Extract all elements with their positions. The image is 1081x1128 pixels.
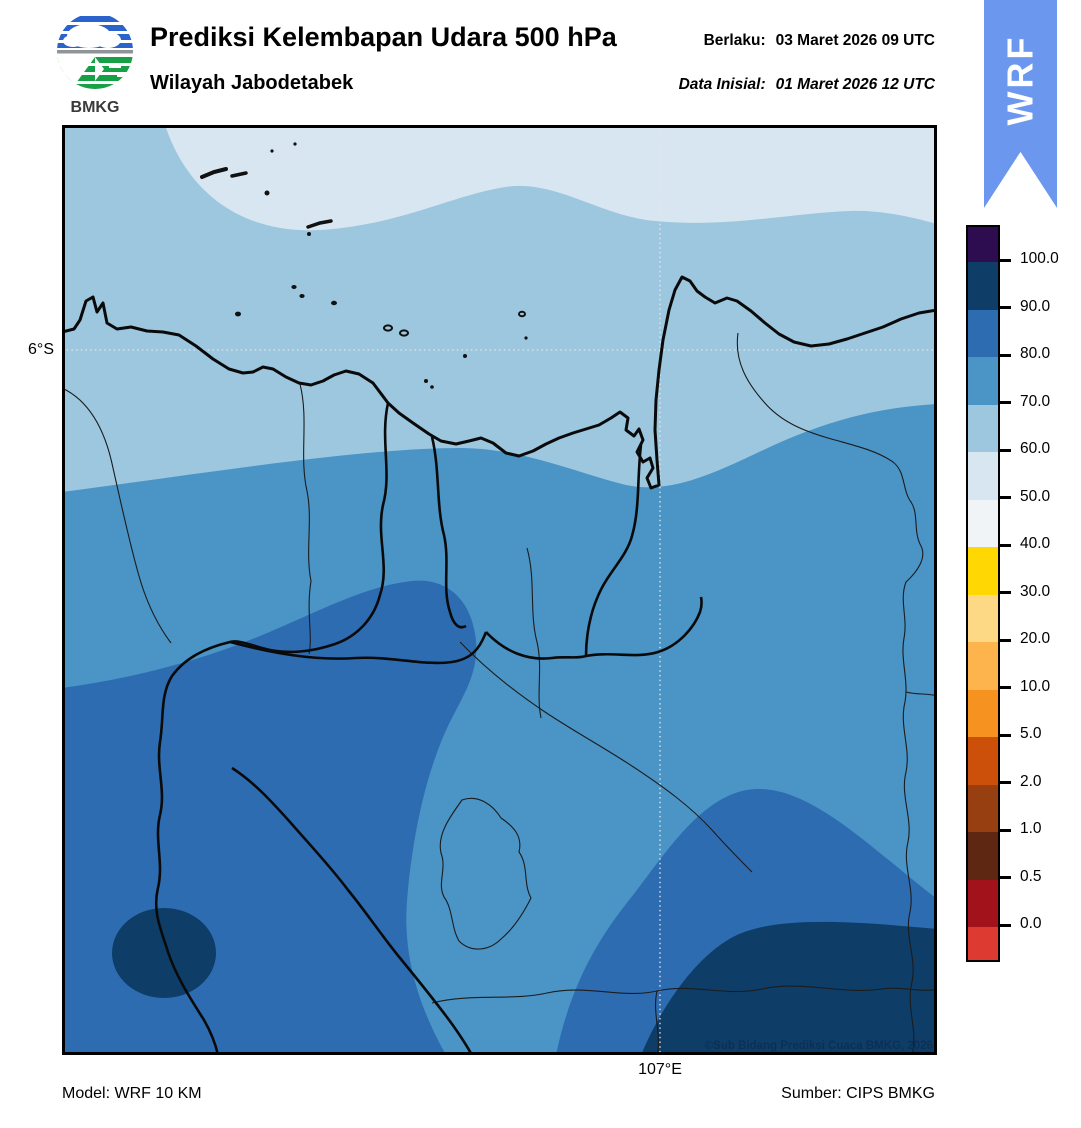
colorbar-ticks: 100.0 90.0 80.0 70.0 60.0 50.0 40.0 30.0 20.0 10.… [1000, 225, 1080, 958]
coastline-path [62, 275, 937, 490]
colorbar-tick-label: 1.0 [1020, 820, 1042, 837]
wrf-ribbon: WRF [984, 0, 1057, 208]
colorbar-tick-label: 50.0 [1020, 487, 1051, 505]
colorbar-segment [968, 227, 998, 262]
colorbar-tick-label: 20.0 [1020, 630, 1051, 647]
colorbar-segment [968, 404, 998, 452]
colorbar-segment [968, 784, 998, 832]
colorbar-segment [968, 642, 998, 690]
colorbar-tick [1000, 448, 1011, 452]
colorbar-segment [968, 452, 998, 500]
colorbar-tick [1000, 733, 1011, 737]
wrf-ribbon-text: WRF [999, 34, 1041, 126]
colorbar-tick [1000, 876, 1011, 879]
map-copyright: ©Sub Bidang Prediksi Cuaca BMKG, 2026 [705, 1040, 933, 1052]
colorbar-segment [968, 879, 998, 927]
colorbar-tick [1000, 686, 1011, 689]
colorbar-tick-label: 10.0 [1020, 677, 1051, 695]
colorbar-tick [1000, 828, 1011, 832]
colorbar-tick [1000, 496, 1011, 499]
colorbar-tick-label: 80.0 [1020, 345, 1051, 362]
map-frame [62, 125, 937, 1055]
colorbar-tick-label: 0.0 [1020, 915, 1042, 932]
page-title: Prediksi Kelembapan Udara 500 hPa [150, 22, 617, 52]
init-time-label: Data Inisial: [678, 76, 766, 93]
colorbar-tick-label: 100.0 [1020, 250, 1059, 267]
colorbar-tick [1000, 543, 1011, 547]
colorbar-tick [1000, 591, 1011, 594]
colorbar-segment [968, 927, 998, 960]
page-subtitle: Wilayah Jabodetabek [150, 72, 354, 94]
colorbar [966, 225, 1000, 962]
colorbar-segment [968, 499, 998, 547]
colorbar-tick [1000, 306, 1011, 309]
colorbar-segment [968, 594, 998, 642]
logo-text: BMKG [71, 99, 120, 116]
contour-band-90-100-east [641, 921, 937, 1055]
map-canvas: ©Sub Bidang Prediksi Cuaca BMKG, 2026 [62, 125, 937, 1055]
valid-time-value: 03 Maret 2026 09 UTC [775, 32, 935, 49]
bmkg-logo: BMKG [57, 13, 133, 116]
logo-art [57, 16, 133, 89]
colorbar-segment [968, 262, 998, 310]
colorbar-tick [1000, 258, 1011, 262]
colorbar-tick [1000, 353, 1011, 357]
colorbar-segment [968, 309, 998, 357]
valid-time-row: Berlaku: 03 Maret 2026 09 UTC [704, 32, 935, 50]
admin-boundaries-thin [62, 332, 937, 1055]
colorbar-segment [968, 832, 998, 880]
lon-tick-label: 107°E [638, 1061, 682, 1078]
colorbar-segment [968, 357, 998, 405]
colorbar-tick-label: 60.0 [1020, 440, 1051, 457]
admin-boundaries-thick [154, 402, 703, 1055]
colorbar-segment [968, 737, 998, 785]
colorbar-tick [1000, 923, 1011, 927]
lat-tick-label: 6°S [28, 341, 54, 358]
colorbar-tick-label: 40.0 [1020, 535, 1051, 552]
valid-time-label: Berlaku: [703, 32, 766, 49]
colorbar-tick [1000, 781, 1011, 784]
colorbar-tick-label: 2.0 [1020, 772, 1042, 790]
colorbar-tick-label: 90.0 [1020, 297, 1051, 315]
colorbar-segment [968, 547, 998, 595]
contour-band-50-60 [165, 125, 937, 231]
colorbar-tick-label: 30.0 [1020, 582, 1051, 600]
colorbar-segments [968, 227, 998, 960]
islands [200, 142, 528, 389]
colorbar-tick-label: 70.0 [1020, 392, 1051, 410]
init-time-row: Data Inisial: 01 Maret 2026 12 UTC [679, 76, 935, 94]
contour-band-90-100-west [112, 908, 216, 998]
colorbar-tick-label: 0.5 [1020, 867, 1042, 885]
colorbar-tick-label: 5.0 [1020, 725, 1042, 742]
colorbar-tick [1000, 638, 1011, 642]
init-time-value: 01 Maret 2026 12 UTC [775, 76, 935, 93]
source-label: Sumber: CIPS BMKG [781, 1085, 935, 1102]
model-label: Model: WRF 10 KM [62, 1085, 202, 1102]
colorbar-tick [1000, 401, 1011, 404]
colorbar-segment [968, 689, 998, 737]
